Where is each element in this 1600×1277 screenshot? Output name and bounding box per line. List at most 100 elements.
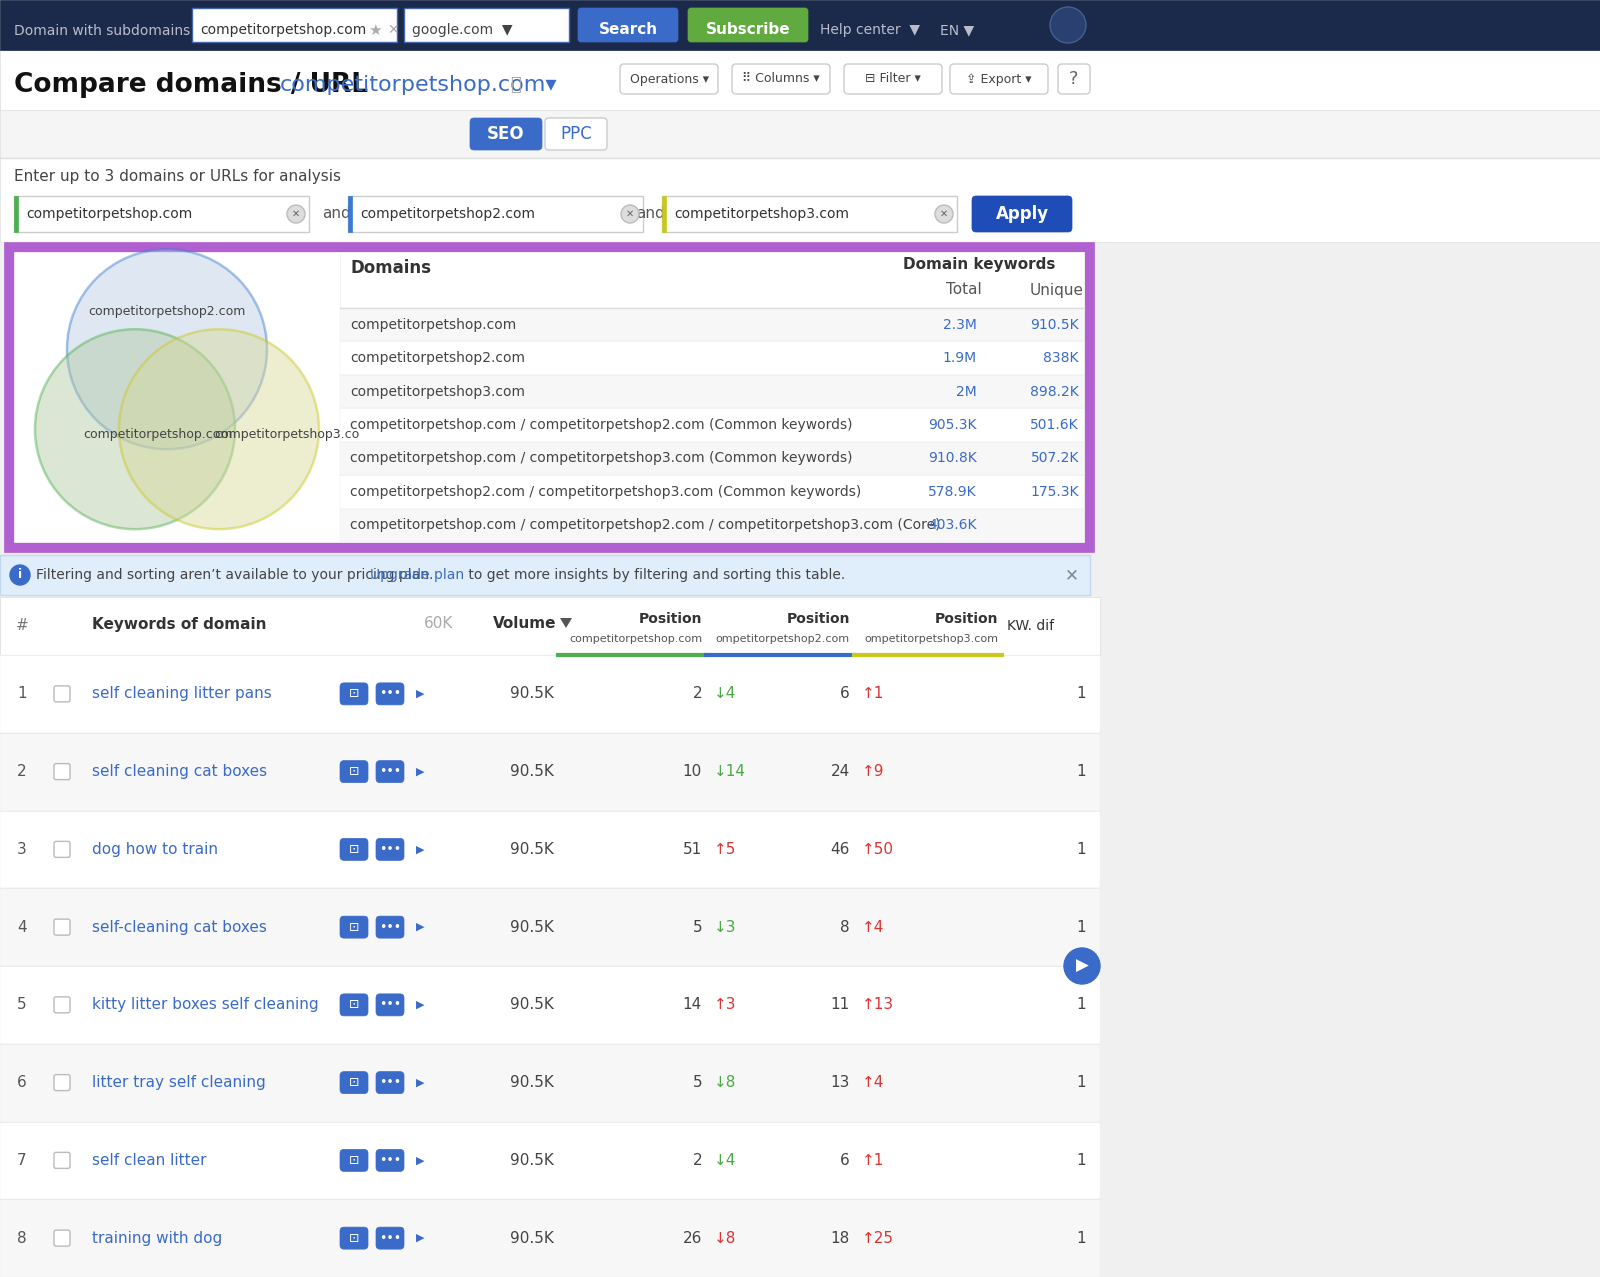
Bar bbox=[339, 308, 1085, 341]
Bar bbox=[0, 889, 1101, 965]
Text: competitorpetshop.com: competitorpetshop.com bbox=[26, 207, 192, 221]
Text: competitorpetshop.com / competitorpetshop2.com (Common keywords): competitorpetshop.com / competitorpetsho… bbox=[350, 418, 853, 432]
Text: ⊟ Filter ▾: ⊟ Filter ▾ bbox=[866, 73, 922, 86]
FancyBboxPatch shape bbox=[376, 839, 403, 861]
Text: ⠿ Columns ▾: ⠿ Columns ▾ bbox=[742, 73, 819, 86]
Bar bbox=[0, 1043, 1101, 1121]
Text: competitorpetshop3.com: competitorpetshop3.com bbox=[350, 384, 525, 398]
Text: competitorpetshop.com / competitorpetshop2.com / competitorpetshop3.com (Core): competitorpetshop.com / competitorpetsho… bbox=[350, 518, 941, 533]
Text: competitorpetshop3.com: competitorpetshop3.com bbox=[674, 207, 850, 221]
Text: 1: 1 bbox=[1077, 686, 1086, 701]
Bar bbox=[0, 965, 1101, 1043]
Bar bbox=[0, 555, 1090, 595]
FancyBboxPatch shape bbox=[470, 117, 542, 149]
Text: ▶: ▶ bbox=[416, 766, 424, 776]
Text: 8: 8 bbox=[840, 919, 850, 935]
Text: competitorpetshop2.com: competitorpetshop2.com bbox=[350, 351, 525, 365]
Polygon shape bbox=[560, 618, 573, 628]
Text: ↓4: ↓4 bbox=[714, 686, 736, 701]
Text: 90.5K: 90.5K bbox=[510, 842, 554, 857]
Text: competitorpetshop.com: competitorpetshop.com bbox=[350, 318, 517, 332]
Bar bbox=[339, 409, 1085, 442]
Text: •••: ••• bbox=[379, 843, 402, 856]
Bar bbox=[662, 195, 957, 232]
Text: ⊡: ⊡ bbox=[349, 1231, 360, 1245]
Text: 507.2K: 507.2K bbox=[1030, 452, 1078, 465]
Text: 175.3K: 175.3K bbox=[1030, 485, 1078, 499]
Text: ✕: ✕ bbox=[291, 209, 301, 218]
Text: ▶: ▶ bbox=[416, 844, 424, 854]
Text: 1: 1 bbox=[1077, 997, 1086, 1013]
Text: ⊡: ⊡ bbox=[349, 1154, 360, 1167]
FancyBboxPatch shape bbox=[376, 1227, 403, 1249]
Text: 898.2K: 898.2K bbox=[1030, 384, 1078, 398]
Text: ↑3: ↑3 bbox=[714, 997, 736, 1013]
Text: 1.9M: 1.9M bbox=[942, 351, 978, 365]
Text: Position: Position bbox=[787, 612, 850, 626]
Text: competitorpetshop3.co: competitorpetshop3.co bbox=[214, 428, 360, 441]
Text: •••: ••• bbox=[379, 1077, 402, 1089]
Text: ⊡: ⊡ bbox=[349, 999, 360, 1011]
Text: ↑9: ↑9 bbox=[862, 764, 885, 779]
Text: ▶: ▶ bbox=[416, 1234, 424, 1243]
Text: self clean litter: self clean litter bbox=[93, 1153, 206, 1168]
Bar bbox=[14, 252, 1085, 541]
Text: Help center  ▼: Help center ▼ bbox=[819, 23, 920, 37]
FancyBboxPatch shape bbox=[54, 919, 70, 935]
Text: ↑50: ↑50 bbox=[862, 842, 894, 857]
Text: 90.5K: 90.5K bbox=[510, 1075, 554, 1091]
Text: ⇪ Export ▾: ⇪ Export ▾ bbox=[966, 73, 1032, 86]
FancyBboxPatch shape bbox=[973, 195, 1072, 232]
FancyBboxPatch shape bbox=[339, 1071, 368, 1093]
FancyBboxPatch shape bbox=[54, 1152, 70, 1168]
Bar bbox=[339, 475, 1085, 508]
Text: ↓3: ↓3 bbox=[714, 919, 736, 935]
Text: •••: ••• bbox=[379, 921, 402, 933]
Bar bbox=[349, 195, 643, 232]
Text: litter tray self cleaning: litter tray self cleaning bbox=[93, 1075, 266, 1091]
Text: PPC: PPC bbox=[560, 125, 592, 143]
Text: 90.5K: 90.5K bbox=[510, 764, 554, 779]
Bar bbox=[349, 195, 352, 232]
Text: 910.5K: 910.5K bbox=[1030, 318, 1078, 332]
FancyBboxPatch shape bbox=[376, 994, 403, 1016]
Text: 838K: 838K bbox=[1043, 351, 1078, 365]
Text: 6: 6 bbox=[840, 686, 850, 701]
Text: 905.3K: 905.3K bbox=[928, 418, 978, 432]
Text: Upgrade plan: Upgrade plan bbox=[370, 568, 464, 582]
Text: ↑1: ↑1 bbox=[862, 686, 885, 701]
FancyBboxPatch shape bbox=[1058, 64, 1090, 94]
Text: •••: ••• bbox=[379, 1231, 402, 1245]
Text: 14: 14 bbox=[683, 997, 702, 1013]
Text: 24: 24 bbox=[830, 764, 850, 779]
Text: 11: 11 bbox=[830, 997, 850, 1013]
Text: ▶: ▶ bbox=[1075, 956, 1088, 976]
Text: 1: 1 bbox=[1077, 842, 1086, 857]
Text: ↑4: ↑4 bbox=[862, 919, 885, 935]
Bar bbox=[0, 158, 1600, 243]
Text: competitorpetshop.com: competitorpetshop.com bbox=[83, 428, 232, 441]
Text: 26: 26 bbox=[683, 1231, 702, 1245]
Text: 1: 1 bbox=[1077, 1231, 1086, 1245]
Circle shape bbox=[67, 249, 267, 450]
Bar bbox=[339, 375, 1085, 409]
Text: dog how to train: dog how to train bbox=[93, 842, 218, 857]
Text: 7: 7 bbox=[18, 1153, 27, 1168]
Text: Domains: Domains bbox=[350, 259, 430, 277]
Text: i: i bbox=[18, 568, 22, 581]
Text: self-cleaning cat boxes: self-cleaning cat boxes bbox=[93, 919, 267, 935]
Text: Apply: Apply bbox=[995, 206, 1048, 223]
Text: 90.5K: 90.5K bbox=[510, 997, 554, 1013]
Text: self cleaning litter pans: self cleaning litter pans bbox=[93, 686, 272, 701]
Text: Compare domains / URL: Compare domains / URL bbox=[14, 72, 368, 98]
Text: #: # bbox=[16, 618, 29, 633]
Text: Subscribe: Subscribe bbox=[706, 23, 790, 37]
FancyBboxPatch shape bbox=[54, 1075, 70, 1091]
Text: Position: Position bbox=[934, 612, 998, 626]
FancyBboxPatch shape bbox=[54, 842, 70, 857]
Circle shape bbox=[1050, 6, 1086, 43]
Text: google.com  ▼: google.com ▼ bbox=[413, 23, 512, 37]
FancyBboxPatch shape bbox=[578, 8, 678, 42]
Text: 2.3M: 2.3M bbox=[942, 318, 978, 332]
Text: Unique: Unique bbox=[1030, 282, 1085, 298]
